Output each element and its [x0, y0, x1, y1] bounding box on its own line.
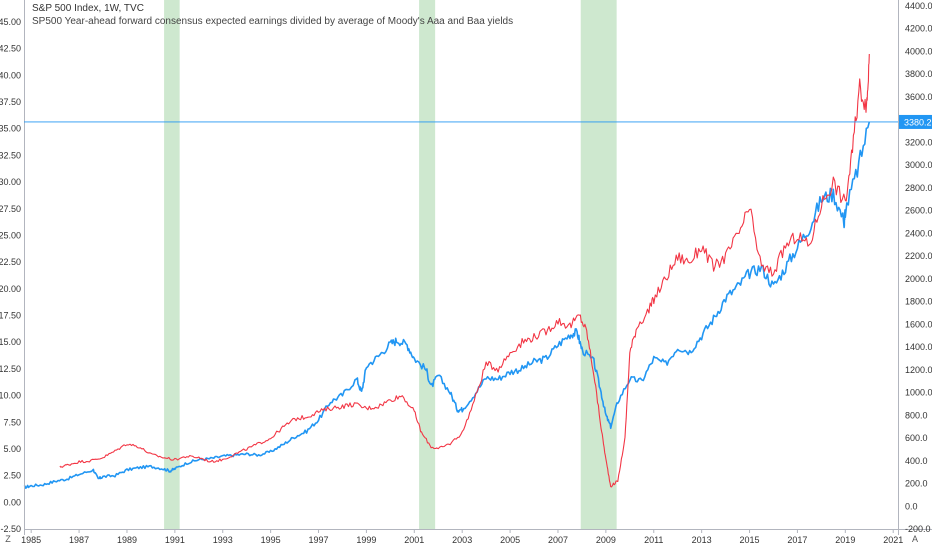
left-tick-label: 10.00: [0, 391, 21, 401]
auto-scale-right-button[interactable]: A: [912, 534, 918, 544]
right-tick-label: 1600.0: [905, 319, 932, 329]
right-tick-label: 2200.0: [905, 251, 932, 261]
left-tick-label: 2.50: [3, 471, 21, 481]
x-tick-label: 2017: [787, 535, 807, 545]
x-tick-label: 1985: [21, 535, 41, 545]
right-axis-ticks: -200.0 0.0 200.0 400.0 600.0 800.0 1000.0 1200.…: [905, 1, 932, 534]
x-tick-label: 2015: [740, 535, 760, 545]
x-tick-label: 2001: [404, 535, 424, 545]
recession-band: [580, 0, 617, 529]
earnings-yield-ratio-line: [59, 53, 870, 488]
right-tick-label: 3200.0: [905, 137, 932, 147]
left-tick-label: 37.50: [0, 97, 21, 107]
x-tick-label: 1995: [261, 535, 281, 545]
left-tick-label: 7.50: [3, 417, 21, 427]
recession-band: [164, 0, 180, 529]
right-tick-label: 2600.0: [905, 206, 932, 216]
left-tick-label: -2.50: [0, 524, 21, 534]
x-tick-label: 2009: [596, 535, 616, 545]
left-tick-label: 22.50: [0, 257, 21, 267]
right-tick-label: 4000.0: [905, 46, 932, 56]
left-tick-label: 27.50: [0, 204, 21, 214]
left-tick-label: 20.00: [0, 284, 21, 294]
x-tick-label: 2007: [548, 535, 568, 545]
x-tick-label: 2013: [692, 535, 712, 545]
right-tick-label: 3800.0: [905, 69, 932, 79]
x-tick-label: 1989: [117, 535, 137, 545]
left-tick-label: 0.00: [3, 497, 21, 507]
chart-subtitle: SP500 Year-ahead forward consensus expec…: [32, 16, 513, 27]
left-tick-label: 42.50: [0, 44, 21, 54]
left-tick-label: 12.50: [0, 364, 21, 374]
right-tick-label: 800.0: [905, 410, 928, 420]
right-tick-label: 0.0: [905, 501, 918, 511]
x-tick-label: 1997: [309, 535, 329, 545]
right-tick-label: 3000.0: [905, 160, 932, 170]
right-tick-label: 1000.0: [905, 388, 932, 398]
auto-scale-left-button[interactable]: Z: [5, 534, 11, 544]
right-tick-label: 1200.0: [905, 365, 932, 375]
right-tick-label: 1400.0: [905, 342, 932, 352]
chart-title: S&P 500 Index, 1W, TVC: [32, 3, 144, 14]
x-tick-label: 2021: [883, 535, 903, 545]
right-tick-label: 2400.0: [905, 228, 932, 238]
last-value-label: 3380.2: [904, 117, 932, 127]
last-value-badge: [899, 114, 932, 129]
left-tick-label: 5.00: [3, 444, 21, 454]
right-tick-label: 600.0: [905, 433, 928, 443]
left-tick-label: 30.00: [0, 177, 21, 187]
left-tick-label: 45.00: [0, 17, 21, 27]
right-tick-label: 3600.0: [905, 92, 932, 102]
x-tick-label: 1987: [69, 535, 89, 545]
left-tick-label: 35.00: [0, 124, 21, 134]
right-tick-label: 2800.0: [905, 183, 932, 193]
right-tick-label: 200.0: [905, 479, 928, 489]
right-tick-label: -200.0: [905, 524, 931, 534]
right-tick-label: 1800.0: [905, 297, 932, 307]
left-tick-label: 40.00: [0, 70, 21, 80]
right-tick-label: 400.0: [905, 456, 928, 466]
left-tick-label: 17.50: [0, 311, 21, 321]
recession-band: [419, 0, 436, 529]
right-tick-label: 2000.0: [905, 274, 932, 284]
x-tick-label: 1999: [356, 535, 376, 545]
data-lines: [23, 53, 871, 489]
right-tick-label: 4200.0: [905, 24, 932, 34]
right-tick-label: 4400.0: [905, 1, 932, 11]
recession-bands: [164, 0, 617, 529]
left-tick-label: 32.50: [0, 150, 21, 160]
last-value-marker: 3380.2: [24, 114, 932, 129]
x-tick-label: 1991: [165, 535, 185, 545]
sp500-index-line: [23, 121, 871, 489]
x-tick-label: 2011: [644, 535, 663, 545]
x-tick-label: 2019: [835, 535, 855, 545]
left-tick-label: 15.00: [0, 337, 21, 347]
left-axis-ticks: -2.50 0.00 2.50 5.00 7.50 10.00 12.50 15.00 17.5…: [0, 17, 21, 534]
x-tick-label: 2005: [500, 535, 520, 545]
x-tick-label: 1993: [213, 535, 233, 545]
x-axis-ticks: 1985 1987 1989 1991 1993 1995 1997 1999 2001 2003…: [21, 529, 903, 545]
left-tick-label: 25.00: [0, 230, 21, 240]
x-tick-label: 2003: [452, 535, 472, 545]
